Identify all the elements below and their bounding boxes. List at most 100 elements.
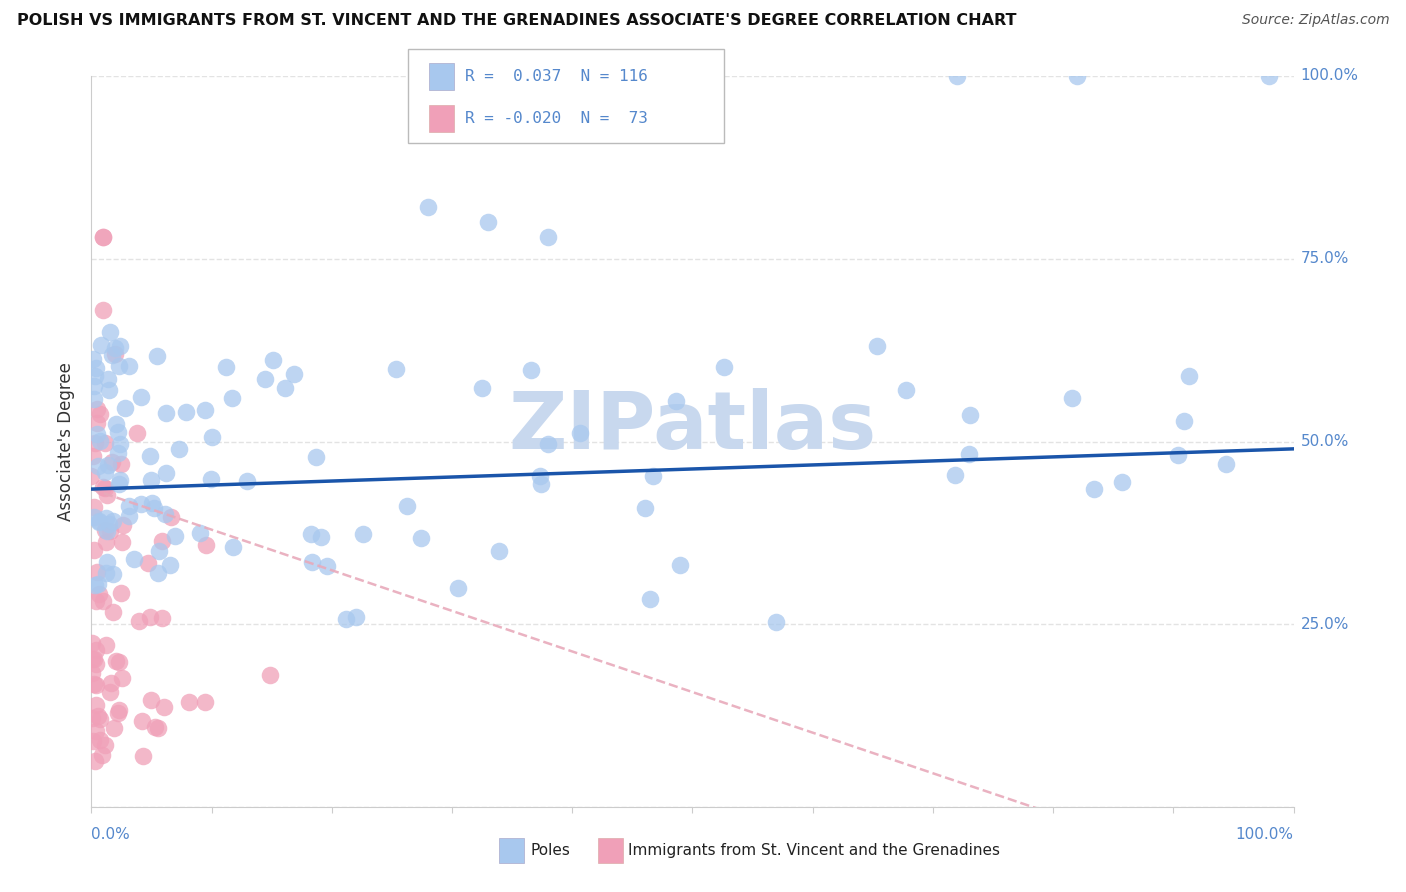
- Point: [1173, 414, 1195, 428]
- Point: [1111, 475, 1133, 490]
- Point: [84, 698, 107, 713]
- Text: 75.0%: 75.0%: [1301, 252, 1348, 266]
- Point: [104, 347, 127, 361]
- Point: [713, 360, 735, 375]
- Point: [89, 712, 111, 726]
- Point: [86, 566, 108, 580]
- Point: [89, 407, 111, 421]
- Point: [110, 671, 132, 685]
- Point: [80, 711, 103, 725]
- Point: [87, 709, 110, 723]
- Point: [641, 469, 664, 483]
- Point: [91, 594, 114, 608]
- Point: [82, 666, 104, 681]
- Point: [254, 371, 277, 385]
- Point: [201, 430, 224, 444]
- Point: [471, 381, 494, 395]
- Point: [89, 514, 111, 528]
- Point: [148, 543, 170, 558]
- Point: [96, 555, 118, 569]
- Point: [139, 449, 162, 463]
- Point: [669, 558, 692, 572]
- Point: [108, 359, 131, 373]
- Point: [80, 652, 103, 666]
- Point: [274, 381, 297, 395]
- Point: [163, 529, 186, 543]
- Point: [139, 610, 162, 624]
- Point: [957, 446, 980, 460]
- Point: [86, 416, 108, 430]
- Point: [90, 338, 112, 352]
- Point: [104, 341, 127, 355]
- Point: [488, 544, 510, 558]
- Point: [107, 425, 129, 439]
- Point: [83, 509, 105, 524]
- Point: [125, 426, 148, 441]
- Point: [1083, 482, 1105, 496]
- Point: [107, 706, 129, 721]
- Point: [477, 215, 499, 229]
- Point: [82, 450, 104, 464]
- Point: [94, 523, 117, 537]
- Point: [84, 678, 107, 692]
- Point: [100, 325, 122, 339]
- Text: Source: ZipAtlas.com: Source: ZipAtlas.com: [1241, 13, 1389, 28]
- Point: [87, 458, 110, 473]
- Point: [765, 615, 787, 629]
- Point: [83, 392, 105, 407]
- Point: [1178, 368, 1201, 383]
- Point: [530, 476, 553, 491]
- Point: [100, 676, 122, 690]
- Point: [122, 552, 145, 566]
- Point: [86, 402, 108, 417]
- Point: [195, 538, 218, 552]
- Point: [98, 384, 121, 398]
- Point: [866, 339, 889, 353]
- Point: [89, 587, 111, 601]
- Point: [101, 348, 124, 362]
- Point: [114, 401, 136, 416]
- Point: [395, 500, 418, 514]
- Point: [101, 567, 124, 582]
- Point: [411, 531, 433, 545]
- Point: [96, 488, 118, 502]
- Point: [83, 379, 105, 393]
- Point: [143, 500, 166, 515]
- Point: [1167, 448, 1189, 462]
- Point: [86, 427, 108, 442]
- Point: [155, 406, 177, 420]
- Point: [86, 643, 108, 657]
- Point: [107, 477, 129, 491]
- Point: [132, 748, 155, 763]
- Text: R =  0.037  N = 116: R = 0.037 N = 116: [465, 69, 648, 84]
- Point: [946, 69, 969, 83]
- Point: [1066, 69, 1088, 83]
- Point: [93, 465, 115, 479]
- Point: [309, 530, 332, 544]
- Point: [83, 436, 105, 450]
- Point: [93, 480, 115, 494]
- Text: Poles: Poles: [530, 843, 569, 857]
- Point: [194, 695, 217, 709]
- Point: [222, 540, 245, 554]
- Point: [103, 515, 125, 529]
- Point: [141, 693, 163, 707]
- Point: [299, 526, 322, 541]
- Point: [108, 339, 131, 353]
- Point: [118, 508, 141, 523]
- Point: [638, 591, 661, 606]
- Point: [93, 435, 115, 450]
- Point: [80, 469, 103, 483]
- Point: [82, 352, 104, 367]
- Point: [118, 359, 141, 373]
- Point: [352, 526, 374, 541]
- Text: 25.0%: 25.0%: [1301, 617, 1348, 632]
- Point: [108, 656, 131, 670]
- Point: [148, 721, 170, 735]
- Point: [262, 352, 284, 367]
- Text: 0.0%: 0.0%: [91, 827, 131, 841]
- Point: [131, 714, 153, 728]
- Point: [93, 229, 115, 244]
- Point: [110, 458, 132, 472]
- Text: R = -0.020  N =  73: R = -0.020 N = 73: [465, 112, 648, 126]
